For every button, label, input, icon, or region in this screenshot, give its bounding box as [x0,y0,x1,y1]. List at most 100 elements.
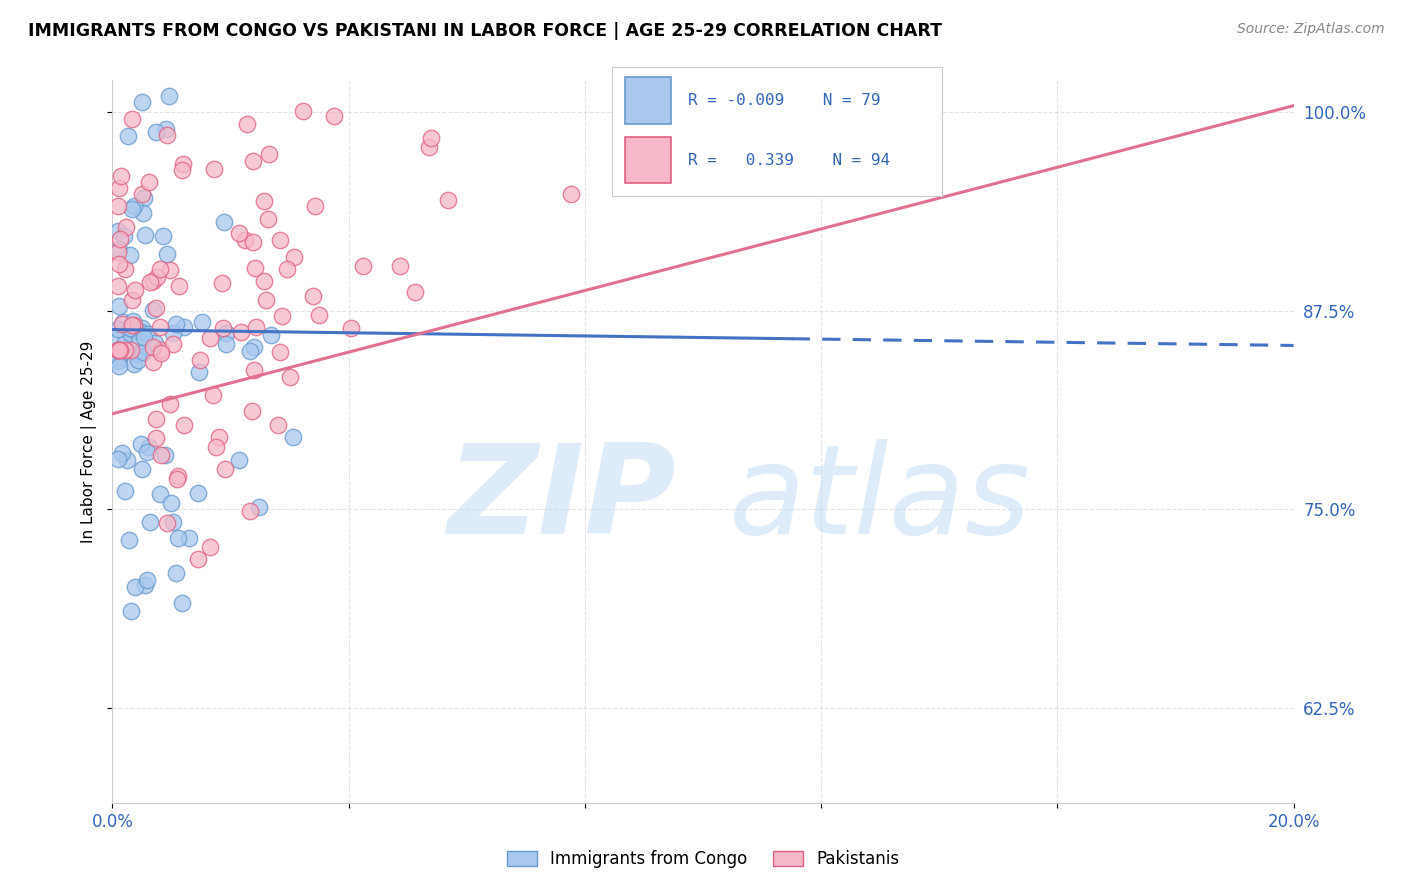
Text: atlas: atlas [730,439,1031,560]
Point [107,223,129,237]
Point [200,541,222,555]
Point [322,109,344,123]
Point [352,259,374,273]
Point [107,350,129,364]
Point [124,580,146,594]
Point [188,365,211,379]
Y-axis label: In Labor Force | Age 25-29: In Labor Force | Age 25-29 [80,341,97,542]
Point [404,285,426,299]
Point [129,437,152,451]
Point [108,242,131,256]
Point [257,147,280,161]
Point [124,323,146,337]
Point [233,234,256,248]
Point [291,104,314,119]
Point [134,190,156,204]
Point [155,122,177,136]
Text: IMMIGRANTS FROM CONGO VS PAKISTANI IN LABOR FORCE | AGE 25-29 CORRELATION CHART: IMMIGRANTS FROM CONGO VS PAKISTANI IN LA… [28,22,942,40]
Point [167,531,190,545]
Point [131,187,153,202]
Point [283,250,305,264]
Point [117,453,139,467]
Point [254,293,277,308]
Point [418,139,440,153]
Point [107,244,129,259]
Point [245,319,267,334]
Point [205,440,228,454]
Point [167,279,190,293]
Point [308,308,330,322]
Point [121,318,143,332]
Point [153,448,176,462]
Text: R =   0.339    N = 94: R = 0.339 N = 94 [688,153,890,168]
Point [214,461,236,475]
Point [190,315,212,329]
Point [304,198,326,212]
Point [437,194,460,208]
Point [107,343,129,358]
Point [173,319,195,334]
Point [142,302,165,317]
Point [120,326,142,340]
Point [215,326,238,341]
Point [107,334,129,348]
Point [149,261,172,276]
Point [114,262,136,277]
Point [157,89,180,103]
Point [215,336,238,351]
Point [120,343,142,358]
Point [121,202,143,216]
Point [138,175,160,189]
Point [122,318,145,333]
Point [249,500,271,515]
Point [167,469,190,483]
Point [131,345,153,359]
Point [127,347,149,361]
Point [160,496,183,510]
Point [162,326,184,341]
Point [211,276,233,290]
Point [240,404,263,418]
Point [179,531,201,545]
Point [107,354,129,368]
Point [229,325,252,339]
Text: Source: ZipAtlas.com: Source: ZipAtlas.com [1237,22,1385,37]
Point [136,444,159,458]
Point [142,274,165,288]
Point [145,412,167,426]
Point [124,357,146,371]
Point [107,343,129,358]
Point [139,515,162,529]
Point [131,462,153,476]
Point [128,334,150,349]
Point [242,363,264,377]
Point [208,430,231,444]
Point [165,566,187,581]
Point [136,327,159,342]
Point [419,131,441,145]
Point [242,235,264,249]
Point [236,118,259,132]
Point [142,355,165,369]
Point [121,293,143,308]
Point [129,325,152,339]
Bar [624,136,671,184]
Point [187,552,209,566]
Point [138,441,160,455]
Point [118,248,141,262]
Point [127,353,149,368]
Point [256,212,278,227]
Point [117,128,139,143]
Point [122,199,145,213]
Point [110,169,132,183]
Point [152,228,174,243]
Point [301,289,323,303]
Text: ZIP: ZIP [447,439,676,560]
Point [108,299,131,313]
Point [108,181,131,195]
Point [131,321,153,335]
Point [146,270,169,285]
Point [253,194,276,208]
Point [173,418,195,433]
Point [134,578,156,592]
